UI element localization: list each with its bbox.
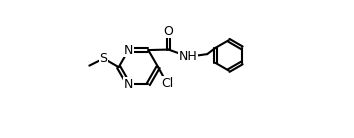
- Text: N: N: [124, 44, 133, 57]
- Text: Cl: Cl: [161, 77, 173, 90]
- Text: N: N: [124, 78, 133, 91]
- Text: O: O: [164, 25, 173, 38]
- Text: NH: NH: [179, 50, 198, 63]
- Text: S: S: [99, 52, 108, 65]
